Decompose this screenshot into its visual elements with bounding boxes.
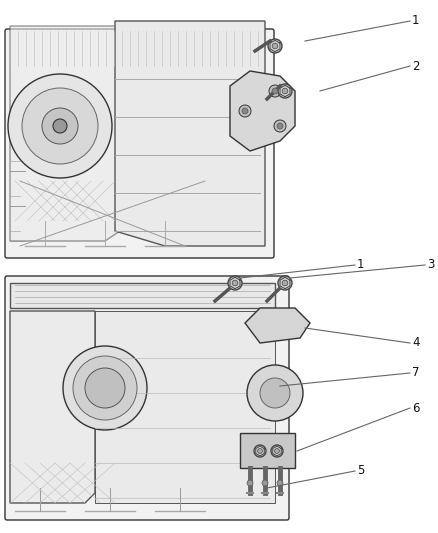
FancyBboxPatch shape [5, 29, 274, 258]
Polygon shape [230, 71, 295, 151]
Text: 1: 1 [412, 14, 420, 28]
Circle shape [277, 480, 283, 486]
Text: 5: 5 [357, 464, 364, 478]
Circle shape [272, 88, 278, 94]
Text: 4: 4 [412, 336, 420, 350]
Circle shape [42, 108, 78, 144]
Circle shape [272, 43, 278, 49]
Polygon shape [95, 311, 275, 503]
Circle shape [22, 88, 98, 164]
Circle shape [275, 449, 279, 454]
Circle shape [278, 84, 292, 98]
Circle shape [8, 74, 112, 178]
Circle shape [282, 88, 288, 94]
Circle shape [260, 378, 290, 408]
Circle shape [228, 276, 242, 290]
Polygon shape [245, 308, 310, 343]
Text: 1: 1 [357, 259, 364, 271]
Text: 3: 3 [427, 259, 434, 271]
Bar [5, 273, 315, 523]
Circle shape [53, 119, 67, 133]
Circle shape [242, 108, 248, 114]
FancyBboxPatch shape [5, 276, 289, 520]
Circle shape [247, 365, 303, 421]
Circle shape [254, 445, 266, 457]
Circle shape [268, 39, 282, 53]
Circle shape [269, 85, 281, 97]
Polygon shape [10, 311, 95, 503]
Circle shape [247, 480, 253, 486]
Polygon shape [10, 283, 275, 308]
Circle shape [232, 280, 238, 286]
Circle shape [262, 480, 268, 486]
Polygon shape [10, 26, 125, 241]
Circle shape [73, 356, 137, 420]
Circle shape [258, 449, 262, 454]
Circle shape [278, 276, 292, 290]
Circle shape [239, 105, 251, 117]
Circle shape [282, 280, 288, 286]
Circle shape [277, 123, 283, 129]
Circle shape [274, 120, 286, 132]
Text: 7: 7 [412, 367, 420, 379]
Circle shape [85, 368, 125, 408]
Bar [5, 11, 310, 261]
Text: 2: 2 [412, 60, 420, 72]
Text: 6: 6 [412, 401, 420, 415]
Circle shape [271, 445, 283, 457]
Polygon shape [115, 21, 265, 246]
Polygon shape [240, 433, 295, 468]
Circle shape [63, 346, 147, 430]
